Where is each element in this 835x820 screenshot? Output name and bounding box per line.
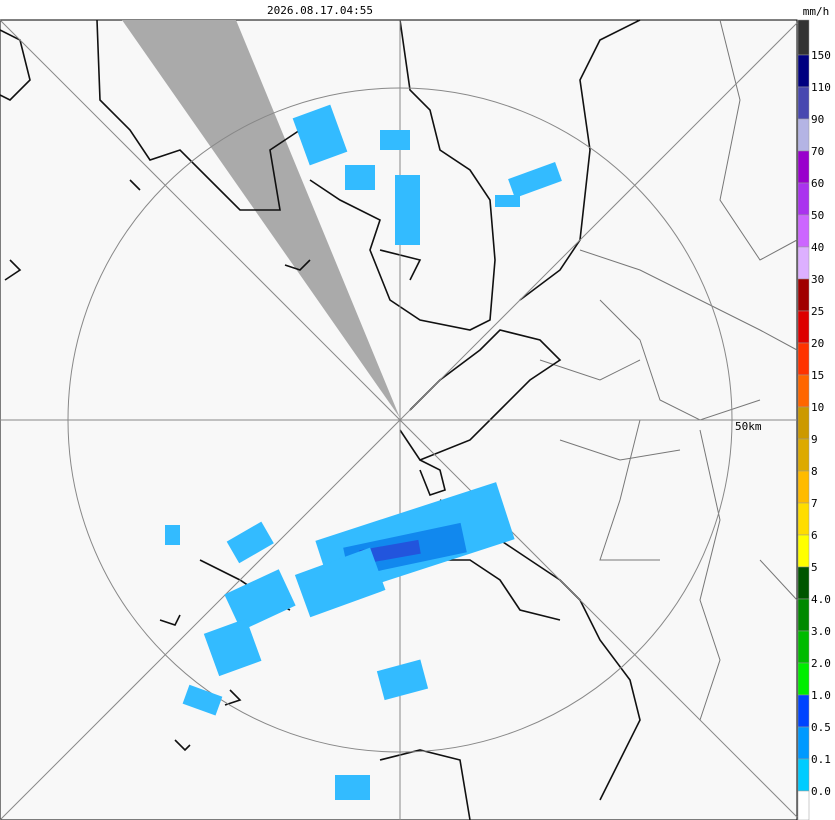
legend-swatch xyxy=(797,758,810,792)
legend-label: 2.0 xyxy=(811,657,831,670)
legend-swatch xyxy=(797,470,810,504)
legend-label: 110 xyxy=(811,81,831,94)
radar-map: 50km xyxy=(0,19,798,820)
legend-swatch xyxy=(797,278,810,312)
legend-label: 25 xyxy=(811,305,824,318)
blocked-sector xyxy=(122,20,400,418)
legend-label: 20 xyxy=(811,337,824,350)
legend-label: 90 xyxy=(811,113,824,126)
legend-swatch xyxy=(797,726,810,760)
legend-swatch xyxy=(797,342,810,376)
legend-swatch xyxy=(797,566,810,600)
admin-borders xyxy=(539,19,798,721)
legend-swatch xyxy=(797,374,810,408)
color-legend: 150 110 90 70 60 50 40 30 25 20 15 10 9 8 7 6 5 4.0 3.0 2.0… xyxy=(797,19,831,820)
legend-swatch xyxy=(797,86,810,120)
range-label: 50km xyxy=(735,420,762,433)
legend-label: 1.0 xyxy=(811,689,831,702)
legend-label: 15 xyxy=(811,369,824,382)
legend-swatch xyxy=(797,54,810,88)
legend-label: 40 xyxy=(811,241,824,254)
legend-label: 50 xyxy=(811,209,824,222)
legend-label: 70 xyxy=(811,145,824,158)
timestamp: 2026.08.17.04:55 xyxy=(267,4,373,17)
legend-swatch xyxy=(797,630,810,664)
legend-label: 4.0 xyxy=(811,593,831,606)
legend-label: 0.0 xyxy=(811,785,831,798)
legend-swatch xyxy=(797,118,810,152)
legend-label: 10 xyxy=(811,401,824,414)
legend-swatch xyxy=(797,694,810,728)
legend-swatch xyxy=(797,246,810,280)
legend-swatch xyxy=(797,790,810,820)
legend-swatch xyxy=(797,214,810,248)
legend-label: 0.1 xyxy=(811,753,831,766)
legend-label: 0.5 xyxy=(811,721,831,734)
legend-label: 7 xyxy=(811,497,818,510)
precipitation-echoes xyxy=(165,104,562,800)
legend-label: 9 xyxy=(811,433,818,446)
legend-swatch xyxy=(797,502,810,536)
unit-label: mm/h xyxy=(803,5,830,18)
legend-swatch xyxy=(797,310,810,344)
legend-label: 6 xyxy=(811,529,818,542)
legend-label: 5 xyxy=(811,561,818,574)
legend-swatch xyxy=(797,534,810,568)
legend-swatch xyxy=(797,438,810,472)
legend-swatch xyxy=(797,598,810,632)
legend-label: 60 xyxy=(811,177,824,190)
legend-swatch xyxy=(797,406,810,440)
legend-swatch xyxy=(797,662,810,696)
legend-label: 8 xyxy=(811,465,818,478)
legend-label: 150 xyxy=(811,49,831,62)
legend-label: 3.0 xyxy=(811,625,831,638)
legend-label: 30 xyxy=(811,273,824,286)
legend-swatch xyxy=(797,150,810,184)
legend-swatch xyxy=(797,19,810,56)
legend-swatch xyxy=(797,182,810,216)
